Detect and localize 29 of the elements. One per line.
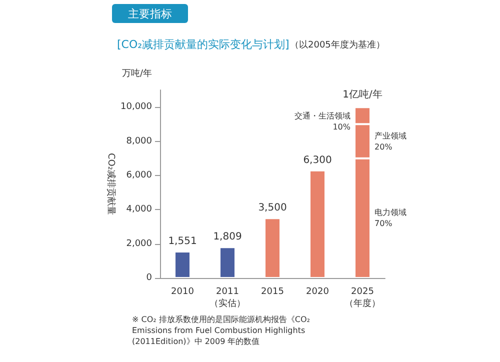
text: 主要指标 <box>128 8 172 20</box>
chart-subtitle: （以2005年度为基准） <box>290 40 385 50</box>
annotation: 电力领域 70% <box>374 208 406 228</box>
y-tick-label: 0 <box>146 273 152 283</box>
y-tick-label: 8,000 <box>126 136 152 146</box>
y-tick-label: 10,000 <box>120 102 152 112</box>
y-tick-label: 2,000 <box>126 238 152 249</box>
x-tick-label: 2020 <box>306 287 330 297</box>
annotation: 产业领域 20% <box>374 131 406 152</box>
text: 万吨/年 <box>122 68 152 79</box>
bar <box>174 251 190 278</box>
x-tick-label: 2010 <box>171 287 194 297</box>
data-label: 1,809 <box>213 232 242 243</box>
chart-title: [CO₂减排贡献量的实际变化与计划] <box>117 38 290 51</box>
y-tick-label: 6,000 <box>126 170 152 180</box>
text: ※ CO₂ 排放系数使用的是国际能源机构报告《CO₂ Emissions from Fuel Combustion Highlights (2011Edition)》中 2009 年的数值 <box>132 315 313 346</box>
x-tick-label: 2025 （年度） <box>344 287 380 309</box>
bar <box>310 170 326 278</box>
data-label: 6,300 <box>303 154 332 166</box>
bar <box>264 218 280 278</box>
annotation: 交通・生活领域 10% <box>294 112 351 132</box>
annotation: 1亿吨/年 <box>342 88 382 101</box>
y-tick-label: 4,000 <box>126 204 152 215</box>
bar <box>220 247 236 278</box>
y-axis-title: CO₂减排贡献量 <box>106 153 116 215</box>
x-tick-label: 2011 （实估） <box>210 287 246 309</box>
data-label: 3,500 <box>258 202 287 214</box>
data-label: 1,551 <box>168 236 197 247</box>
x-tick-label: 2015 <box>261 287 284 297</box>
